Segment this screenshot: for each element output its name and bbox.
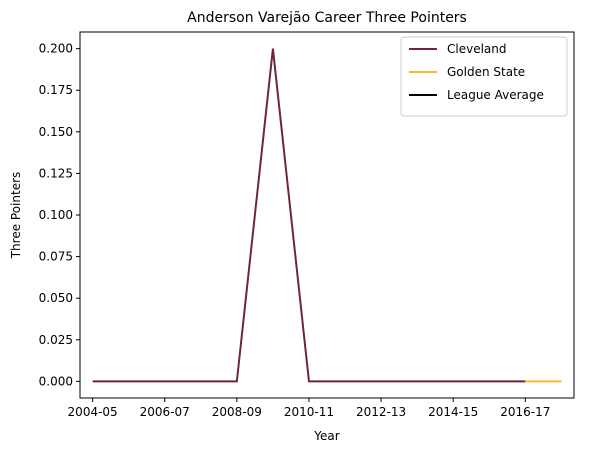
y-tick-label: 0.025 bbox=[39, 333, 73, 347]
x-axis: 2004-05 2006-07 2008-09 2010-11 2012-13 2014-… bbox=[68, 398, 550, 419]
x-tick-label: 2008-09 bbox=[212, 405, 262, 419]
y-tick-label: 0.050 bbox=[39, 291, 73, 305]
y-axis: 0.000 0.025 0.050 0.075 0.100 0.125 0.150 0.175… bbox=[39, 42, 80, 388]
x-tick-label: 2014-15 bbox=[428, 405, 478, 419]
y-tick-label: 0.000 bbox=[39, 374, 73, 388]
y-tick-label: 0.200 bbox=[39, 42, 73, 56]
series-layer bbox=[92, 48, 562, 383]
y-axis-title: Three Pointers bbox=[9, 172, 23, 260]
y-tick-label: 0.150 bbox=[39, 125, 73, 139]
chart-title: Anderson Varejão Career Three Pointers bbox=[187, 10, 467, 26]
x-tick-label: 2004-05 bbox=[68, 405, 118, 419]
legend-label-league-average: League Average bbox=[447, 88, 544, 102]
legend-label-golden-state: Golden State bbox=[447, 65, 525, 79]
x-tick-label: 2010-11 bbox=[284, 405, 334, 419]
legend-label-cleveland: Cleveland bbox=[447, 42, 507, 56]
series-line-cleveland bbox=[92, 48, 526, 383]
y-tick-label: 0.175 bbox=[39, 83, 73, 97]
x-axis-title: Year bbox=[313, 429, 339, 443]
legend: Cleveland Golden State League Average bbox=[400, 36, 568, 117]
x-tick-label: 2006-07 bbox=[140, 405, 190, 419]
x-tick-label: 2012-13 bbox=[356, 405, 406, 419]
legend-box bbox=[400, 36, 568, 117]
x-tick-label: 2016-17 bbox=[500, 405, 550, 419]
y-tick-label: 0.075 bbox=[39, 250, 73, 264]
y-tick-label: 0.125 bbox=[39, 166, 73, 180]
y-tick-label: 0.100 bbox=[39, 208, 73, 222]
